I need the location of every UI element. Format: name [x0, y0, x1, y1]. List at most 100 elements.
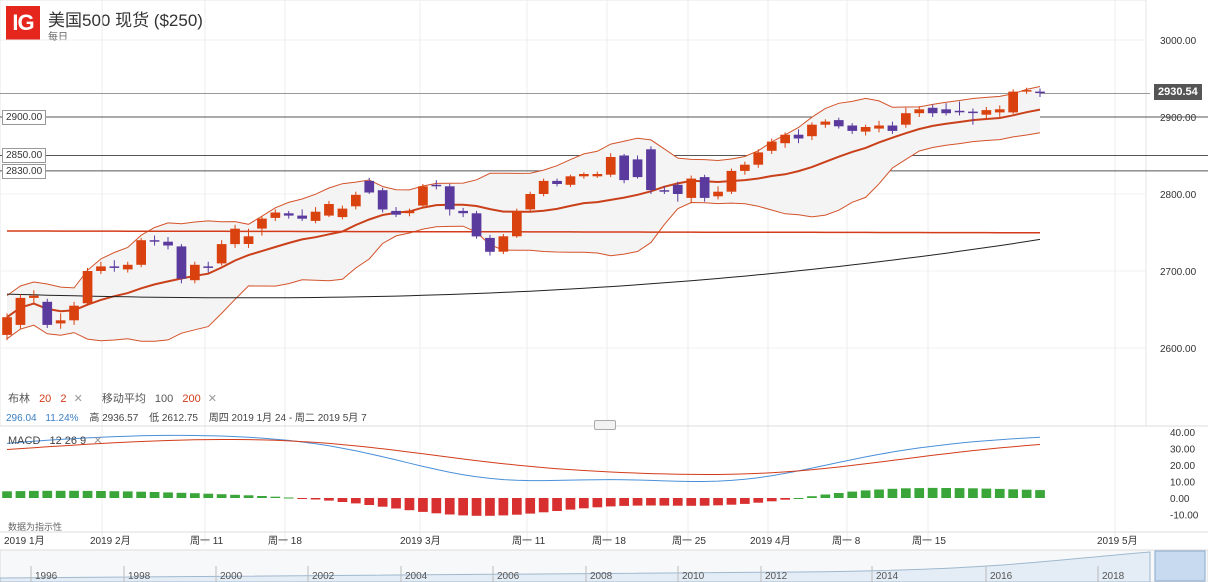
macd-histogram-bar: [941, 488, 951, 498]
stat-range: 周四 2019 1月 24 - 周二 2019 5月 7: [208, 413, 367, 424]
time-axis-label: 周一 25: [672, 535, 706, 547]
macd-histogram-bar: [753, 498, 764, 503]
candle-body: [257, 218, 267, 229]
level-tag-2850[interactable]: 2850.00: [2, 148, 47, 163]
macd-params: 12 26 9: [49, 435, 87, 447]
macd-name[interactable]: MACD: [8, 435, 41, 447]
macd-histogram-bar: [55, 490, 66, 498]
candle-body: [471, 213, 482, 237]
pane-splitter-handle[interactable]: [594, 420, 616, 430]
remove-bollinger-icon[interactable]: ✕: [73, 393, 83, 405]
macd-histogram-bar: [444, 498, 455, 515]
candle-body: [1008, 91, 1018, 113]
navigator-year-label: 2010: [682, 571, 705, 582]
candle-body: [42, 301, 53, 325]
macd-axis-label: 10.00: [1170, 478, 1195, 489]
candle-body: [176, 246, 187, 279]
candle-body: [82, 271, 93, 304]
indicative-data-note: 数据为指示性: [8, 522, 63, 532]
ma-name[interactable]: 移动平均: [101, 393, 146, 405]
macd-histogram-bar: [914, 488, 925, 498]
bollinger-band-fill: [7, 86, 1040, 342]
bollinger-name[interactable]: 布林: [8, 393, 30, 405]
bollinger-upper-line: [6, 86, 1041, 297]
instrument-title[interactable]: 美国500 现货 ($250): [48, 11, 203, 30]
candle-body: [310, 211, 321, 221]
candle-body: [887, 125, 898, 131]
macd-histogram-bar: [766, 498, 777, 502]
candle-body: [793, 134, 804, 139]
macd-histogram-bar: [404, 498, 415, 511]
macd-histogram-bar: [780, 498, 790, 500]
macd-histogram-bar: [42, 490, 53, 498]
candle-body: [927, 107, 938, 114]
candle-body: [686, 178, 697, 198]
macd-histogram-bar: [485, 498, 495, 516]
candle-body: [55, 320, 66, 324]
macd-histogram-bar: [833, 493, 844, 498]
candle-body: [458, 210, 468, 214]
macd-histogram-bar: [190, 493, 200, 498]
macd-histogram-bar: [552, 498, 562, 511]
candle-body: [874, 125, 884, 129]
remove-ma-icon[interactable]: ✕: [207, 393, 217, 405]
navigator-year-label: 2008: [590, 571, 613, 582]
candle-body: [632, 159, 643, 178]
macd-histogram-bar: [994, 488, 1005, 498]
candle-body: [283, 213, 294, 216]
candle-body: [431, 184, 442, 187]
timeframe-label[interactable]: 每日: [48, 32, 68, 43]
candle-body: [190, 264, 200, 281]
last-price-tag: 2930.54: [1154, 84, 1202, 100]
time-axis-label: 2019 3月: [400, 535, 441, 547]
macd-histogram-bar: [498, 498, 509, 516]
candle-body: [592, 174, 603, 177]
candle-body: [941, 109, 951, 114]
stat-change-points: 296.04: [6, 413, 37, 424]
navigator-year-label: 2002: [312, 571, 335, 582]
remove-macd-icon[interactable]: ✕: [93, 435, 103, 447]
level-tag-2830[interactable]: 2830.00: [2, 164, 47, 179]
navigator-year-label: 2000: [220, 571, 243, 582]
macd-histogram-bar: [927, 487, 938, 498]
candle-body: [498, 236, 509, 252]
chart-header: IG 美国500 现货 ($250) 每日: [0, 0, 1208, 46]
macd-histogram-bar: [176, 492, 187, 498]
candle-body: [914, 109, 925, 114]
time-axis-label: 周一 8: [832, 535, 861, 547]
macd-histogram-bar: [149, 492, 160, 498]
level-tag-2900[interactable]: 2900.00: [2, 110, 47, 125]
candle-body: [485, 237, 495, 252]
candle-body: [109, 266, 120, 268]
ma-period-100: 100: [154, 393, 174, 405]
macd-histogram-bar: [29, 490, 39, 498]
macd-histogram-bar: [525, 498, 536, 514]
candle-body: [525, 194, 536, 210]
macd-axis-label: 30.00: [1170, 445, 1195, 456]
macd-histogram-bar: [377, 498, 388, 507]
macd-histogram-bar: [15, 491, 26, 498]
time-axis-label: 周一 18: [268, 535, 302, 547]
macd-histogram-bar: [726, 498, 737, 505]
bollinger-lower-line: [6, 132, 1041, 342]
candle-body: [203, 266, 214, 268]
candle-body: [1021, 90, 1032, 92]
candle-body: [364, 180, 375, 193]
macd-histogram-bar: [324, 498, 334, 501]
macd-histogram-bar: [874, 489, 884, 498]
candle-body: [713, 191, 723, 197]
candle-body: [1035, 91, 1045, 94]
macd-histogram-bar: [512, 498, 522, 515]
navigator-year-label: 1998: [128, 571, 151, 582]
candle-body: [780, 134, 790, 144]
price-axis-label: 3000.00: [1160, 36, 1197, 47]
macd-histogram-bar: [297, 498, 307, 499]
macd-histogram-bar: [431, 498, 442, 514]
candle-body: [538, 180, 549, 194]
candle-body: [753, 152, 764, 165]
candle-body: [833, 120, 844, 127]
bollinger-dev: 2: [60, 393, 67, 405]
macd-histogram-bar: [2, 491, 12, 498]
